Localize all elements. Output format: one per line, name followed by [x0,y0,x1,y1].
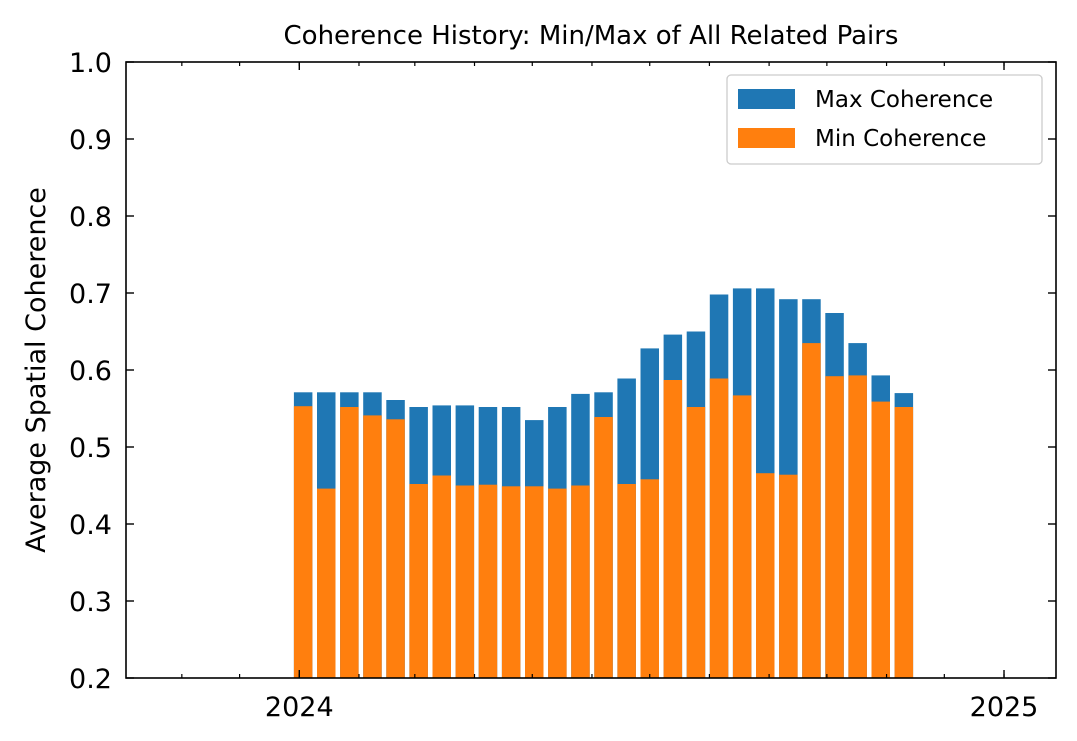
bar-min-7 [455,485,475,678]
legend-swatch-min [738,128,795,148]
bar-min-25 [871,401,890,678]
bars-layer [293,288,914,678]
bar-min-16 [663,380,683,678]
bar-min-15 [640,479,659,678]
bar-min-10 [525,486,544,678]
y-tick-label-7: 0.9 [69,125,112,156]
y-tick-label-4: 0.6 [69,356,112,387]
bar-min-21 [779,474,798,678]
bar-min-2 [340,407,359,678]
bar-min-13 [594,417,613,678]
chart-title: Coherence History: Min/Max of All Relate… [284,21,899,51]
x-tick-label-1: 2025 [970,692,1039,723]
bar-min-23 [825,376,844,678]
bar-min-1 [317,488,336,678]
bar-min-11 [548,488,567,678]
y-tick-label-3: 0.5 [69,433,112,464]
bar-min-5 [409,484,428,678]
bar-min-6 [432,475,451,678]
plot-frame [125,61,1057,679]
legend-label-min: Min Coherence [815,126,986,152]
legend-swatch-max [738,89,795,109]
bar-min-18 [709,378,729,678]
bar-min-9 [501,486,521,678]
y-tick-label-2: 0.4 [69,510,112,541]
bar-min-12 [571,485,590,678]
ticks-layer: 0.2 0.3 0.4 0.5 0.6 0.7 0.8 0.9 1.0 2024 2025 [69,48,1056,723]
y-tick-label-6: 0.8 [69,202,112,233]
bar-min-3 [363,415,382,678]
y-tick-label-1: 0.3 [69,587,112,618]
bar-min-17 [686,407,706,678]
bar-min-26 [894,407,914,678]
bar-min-24 [848,375,867,678]
y-tick-label-0: 0.2 [69,664,112,695]
bar-min-0 [293,406,313,678]
bar-min-20 [756,473,775,678]
legend-label-max: Max Coherence [815,87,993,113]
bar-min-4 [386,419,405,678]
legend: Max Coherence Min Coherence [726,74,1043,165]
y-tick-label-5: 0.7 [69,279,112,310]
y-tick-label-8: 1.0 [69,48,112,79]
bar-min-14 [617,484,636,678]
legend-box [726,74,1043,165]
y-axis-label: Average Spatial Coherence [21,187,52,553]
x-tick-label-0: 2024 [265,692,334,723]
bar-min-22 [802,343,821,678]
bar-min-8 [478,484,498,678]
bar-min-19 [732,395,752,678]
